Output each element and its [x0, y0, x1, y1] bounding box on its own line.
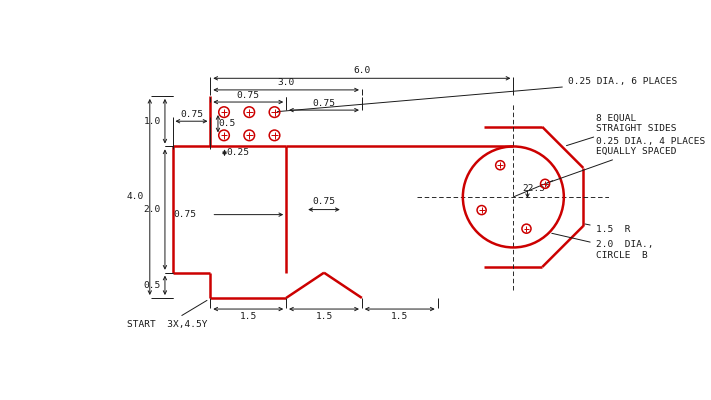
Text: 0.25: 0.25: [227, 148, 250, 157]
Text: 2.0  DIA.,
CIRCLE  B: 2.0 DIA., CIRCLE B: [552, 233, 653, 260]
Text: 6.0: 6.0: [353, 66, 370, 75]
Text: 1.0: 1.0: [144, 117, 161, 126]
Text: 0.75: 0.75: [173, 210, 196, 219]
Text: 0.75: 0.75: [237, 91, 260, 100]
Text: 0.5: 0.5: [144, 281, 161, 290]
Text: START  3X,4.5Y: START 3X,4.5Y: [127, 300, 208, 329]
Text: 0.25 DIA., 4 PLACES
EQUALLY SPACED: 0.25 DIA., 4 PLACES EQUALLY SPACED: [547, 137, 705, 183]
Text: 22.5°: 22.5°: [523, 184, 551, 193]
Text: 0.5: 0.5: [218, 119, 236, 128]
Text: 1.5  R: 1.5 R: [585, 224, 630, 234]
Text: 4.0: 4.0: [127, 192, 144, 202]
Text: 1.5: 1.5: [391, 312, 408, 320]
Text: 1.5: 1.5: [240, 312, 257, 320]
Text: 3.0: 3.0: [277, 78, 295, 87]
Text: 2.0: 2.0: [144, 205, 161, 214]
Text: 0.75: 0.75: [180, 110, 203, 119]
Text: 0.25 DIA., 6 PLACES: 0.25 DIA., 6 PLACES: [277, 77, 677, 112]
Text: 0.75: 0.75: [313, 99, 336, 108]
Text: 0.75: 0.75: [313, 197, 336, 206]
Text: 8 EQUAL
STRAIGHT SIDES: 8 EQUAL STRAIGHT SIDES: [567, 114, 676, 146]
Text: 1.5: 1.5: [316, 312, 333, 320]
